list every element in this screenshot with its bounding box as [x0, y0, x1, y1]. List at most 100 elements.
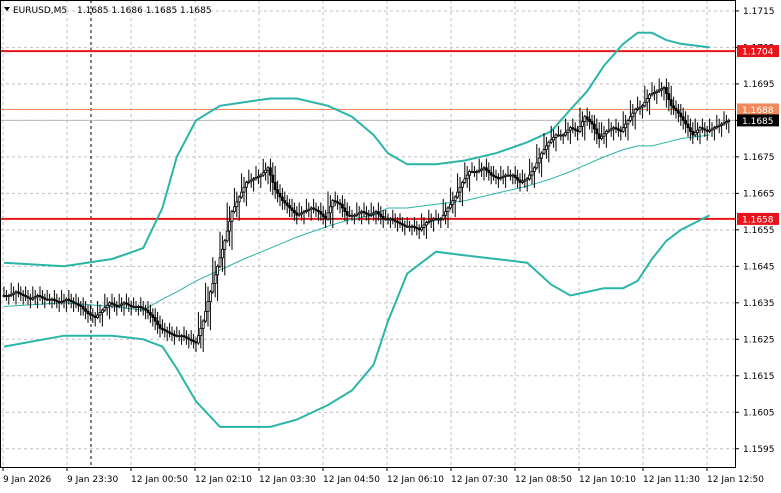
candle [521, 169, 524, 185]
time-axis: 9 Jan 2026 9 Jan 23:30 12 Jan 00:50 12 Jan … [2, 467, 764, 485]
candle-body [667, 93, 671, 101]
candle [79, 300, 83, 316]
candle [391, 209, 395, 225]
candle [516, 169, 519, 188]
candle [264, 162, 268, 181]
candle [14, 290, 18, 305]
candle-body [573, 128, 577, 131]
candle [436, 213, 440, 225]
candle [163, 322, 167, 338]
support-price-tag: 1.1658 [737, 212, 779, 225]
candle-body [189, 338, 193, 341]
candle-body [417, 228, 421, 231]
candle [261, 158, 265, 177]
candle-body [715, 126, 719, 129]
candle [698, 125, 702, 145]
candle [569, 125, 572, 145]
candle-body [705, 129, 709, 132]
candle-body [69, 299, 73, 303]
candle [710, 122, 714, 137]
candle [338, 198, 342, 214]
candle-body [410, 225, 414, 228]
candle [204, 282, 208, 323]
symbol-timeframe: EURUSD,M5 [13, 6, 67, 16]
candle [367, 209, 371, 225]
candle [172, 330, 176, 345]
candle-body [472, 171, 476, 173]
candle-body [336, 201, 340, 204]
candle-body [295, 212, 299, 216]
candle-body [607, 129, 611, 132]
candle [374, 209, 378, 225]
candle [5, 290, 8, 301]
candle-body [578, 126, 582, 132]
candle-body [283, 200, 287, 204]
candle [412, 217, 416, 232]
candle-body [232, 206, 236, 213]
candle [518, 173, 522, 192]
candle [583, 114, 587, 141]
candle [168, 322, 172, 338]
candle-body [206, 301, 210, 312]
candle-body [129, 304, 133, 307]
candle [619, 125, 623, 141]
candle-body [216, 265, 220, 276]
candle-body [328, 206, 332, 214]
candle-body [641, 105, 644, 108]
candle [713, 125, 716, 141]
candle [508, 169, 512, 181]
candles [2, 78, 731, 353]
candle [561, 133, 565, 145]
candle [475, 169, 479, 181]
candle [254, 166, 258, 181]
candle-body [636, 107, 639, 110]
candle [77, 297, 80, 312]
candle-body [319, 211, 323, 215]
candle [590, 114, 594, 134]
candle [427, 209, 431, 225]
candle-body [364, 212, 368, 215]
candle [400, 217, 404, 232]
candle-body [223, 240, 227, 250]
candle-body [516, 177, 519, 181]
candle [693, 118, 697, 137]
candle [2, 286, 6, 298]
candle-body [540, 152, 543, 159]
candle-body [672, 105, 675, 109]
candle-body [218, 257, 222, 267]
candle [691, 122, 695, 145]
candle-body [53, 298, 56, 301]
candle [429, 213, 433, 229]
candle-body [631, 112, 635, 118]
ask-price-tag: 1.1688 [737, 103, 779, 116]
candle [629, 100, 632, 123]
candle-body [38, 295, 42, 298]
dropdown-arrow-icon[interactable] [4, 7, 10, 11]
candle-body [429, 219, 433, 222]
candle [225, 202, 229, 243]
candle [28, 293, 32, 309]
candle-body [480, 168, 484, 171]
candle-body [508, 174, 512, 177]
candle-body [633, 109, 637, 114]
candle-body [621, 127, 625, 132]
candle-body [115, 304, 119, 307]
candle [626, 118, 630, 141]
candle-body [175, 335, 179, 338]
candle-body [468, 171, 472, 176]
candle-body [350, 214, 354, 217]
candle [396, 217, 400, 232]
candle [511, 173, 515, 185]
candle-body [12, 292, 16, 295]
y-tick-label: 1.1655 [743, 226, 775, 236]
candle-body [31, 297, 35, 300]
candle-body [24, 295, 28, 298]
candle-body [146, 309, 150, 313]
candle [372, 206, 376, 221]
candle-body [571, 127, 575, 130]
candle [593, 114, 596, 141]
candle-body [655, 90, 659, 93]
candle [708, 118, 711, 134]
candle-body [422, 224, 426, 228]
candle-body [36, 295, 39, 298]
